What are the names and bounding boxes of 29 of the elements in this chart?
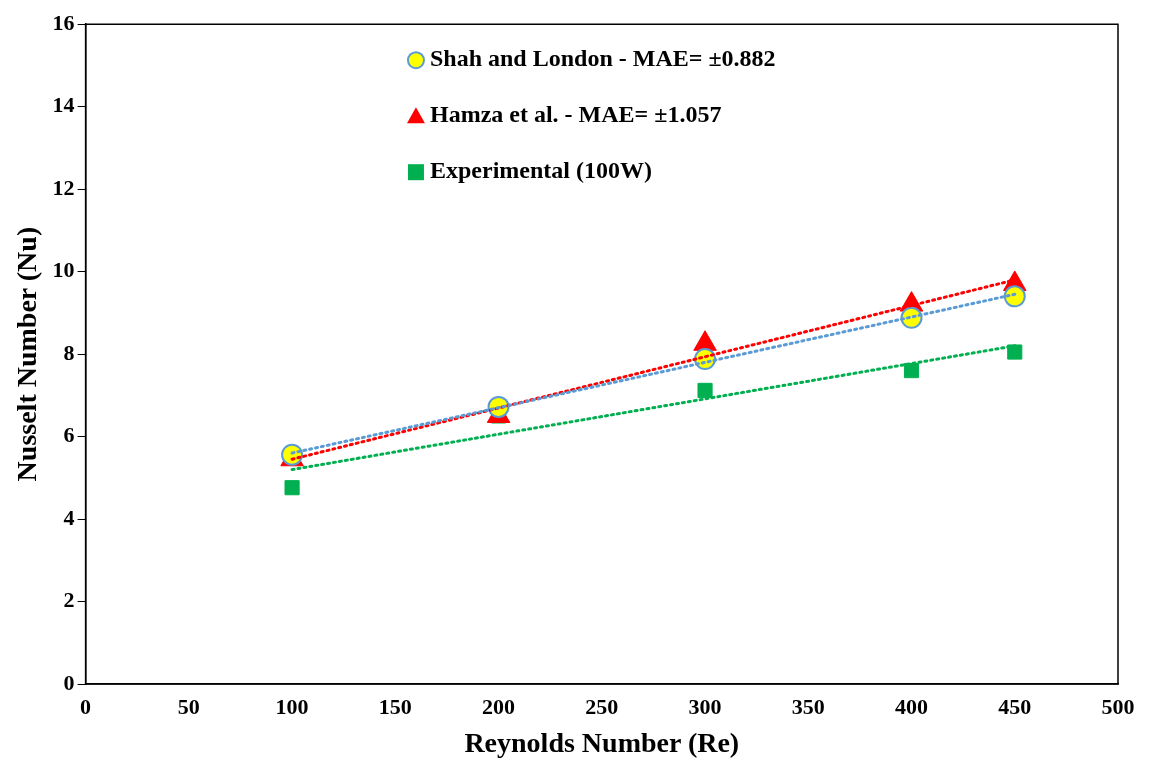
x-tick-label: 350	[791, 693, 825, 719]
x-tick-label: 100	[275, 693, 309, 719]
x-tick-label: 450	[998, 693, 1032, 719]
point	[1003, 285, 1026, 308]
y-tick-label: 0	[63, 669, 75, 695]
point	[284, 480, 300, 496]
x-tick-label: 200	[482, 693, 516, 719]
y-tick-label: 12	[52, 174, 75, 200]
point	[697, 382, 713, 398]
y-tick-label: 8	[63, 339, 75, 365]
x-tick-label: 500	[1101, 693, 1135, 719]
y-axis-title: Nusselt Number (Nu)	[11, 226, 43, 482]
y-tick-label: 14	[52, 92, 75, 118]
y-tick-label: 4	[63, 504, 75, 530]
y-tick-label: 16	[52, 9, 75, 35]
point	[1007, 344, 1023, 360]
x-axis-title: Reynolds Number (Re)	[464, 727, 740, 759]
x-tick-label: 150	[378, 693, 412, 719]
y-tick-label: 2	[63, 587, 75, 613]
legend-label: Experimental (100W)	[429, 157, 652, 184]
legend-label: Hamza et al. - MAE= ±1.057	[429, 101, 722, 128]
x-tick-label: 300	[688, 693, 722, 719]
x-tick-label: 400	[895, 693, 929, 719]
y-tick-label: 10	[52, 257, 75, 283]
x-tick-label: 50	[177, 693, 200, 719]
x-tick-label: 250	[585, 693, 619, 719]
y-tick-label: 6	[63, 422, 75, 448]
legend-label: Shah and London - MAE= ±0.882	[429, 45, 776, 72]
x-tick-label: 0	[80, 693, 92, 719]
